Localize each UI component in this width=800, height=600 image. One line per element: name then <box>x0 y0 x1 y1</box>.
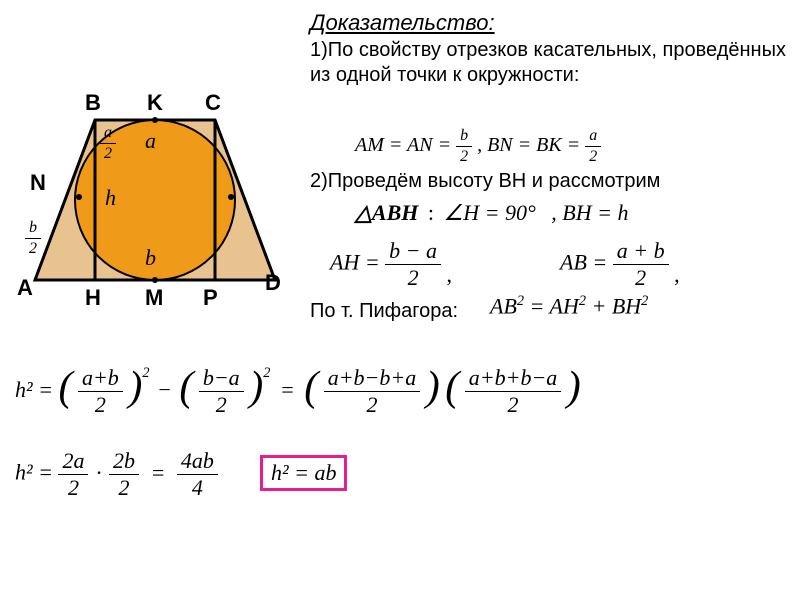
angle-h: ∠H = 90° <box>444 200 536 225</box>
frac-b2: b2 <box>25 220 41 257</box>
label-C: C <box>205 90 221 116</box>
label-P: P <box>203 285 218 311</box>
pythagoras-eq: AB2 = AH2 + BH2 <box>490 293 648 319</box>
label-H: H <box>85 285 101 311</box>
label-B: B <box>85 90 101 116</box>
label-K: K <box>147 90 163 116</box>
result-box: h² = ab <box>260 455 347 491</box>
ah-eq: AH = b − a2 , <box>330 240 452 289</box>
label-h: h <box>105 185 116 211</box>
result-formula: h² = ab <box>271 460 336 485</box>
bh-eq: , BH = h <box>541 200 628 225</box>
frac-a2: a2 <box>100 125 116 162</box>
label-A: A <box>17 275 33 301</box>
colon: : <box>424 200 438 225</box>
label-N: N <box>30 170 46 196</box>
label-a: a <box>145 128 156 154</box>
frac-b2-inline: b2 <box>456 128 472 165</box>
label-M: M <box>145 285 163 311</box>
label-D: D <box>265 270 281 296</box>
trapezoid-diagram: B K C N A H M P D a h b a2 b2 <box>5 70 305 330</box>
derivation-line2: h² = 2a2 · 2b2 = 4ab4 <box>15 450 218 499</box>
step1-text: 1)По свойству отрезков касательных, пров… <box>310 38 790 88</box>
derivation-line1: h² = ( a+b2 )2 − ( b−a2 )2 = ( a+b−b+a2 … <box>15 360 581 416</box>
ab-eq: AB = a + b2 , <box>560 240 680 289</box>
step2-text: 2)Проведём высоту BH и рассмотрим <box>310 170 790 193</box>
label-b: b <box>145 245 156 271</box>
proof-title: Доказательство: <box>310 10 495 36</box>
frac-a2-inline: a2 <box>585 128 601 165</box>
pythagoras-label: По т. Пифагора: <box>310 300 458 323</box>
triangle-abh: △ABH : ∠H = 90° , BH = h <box>355 200 628 226</box>
am-an-eq: AM = AN = b2 , BN = BK = a2 <box>355 128 601 165</box>
